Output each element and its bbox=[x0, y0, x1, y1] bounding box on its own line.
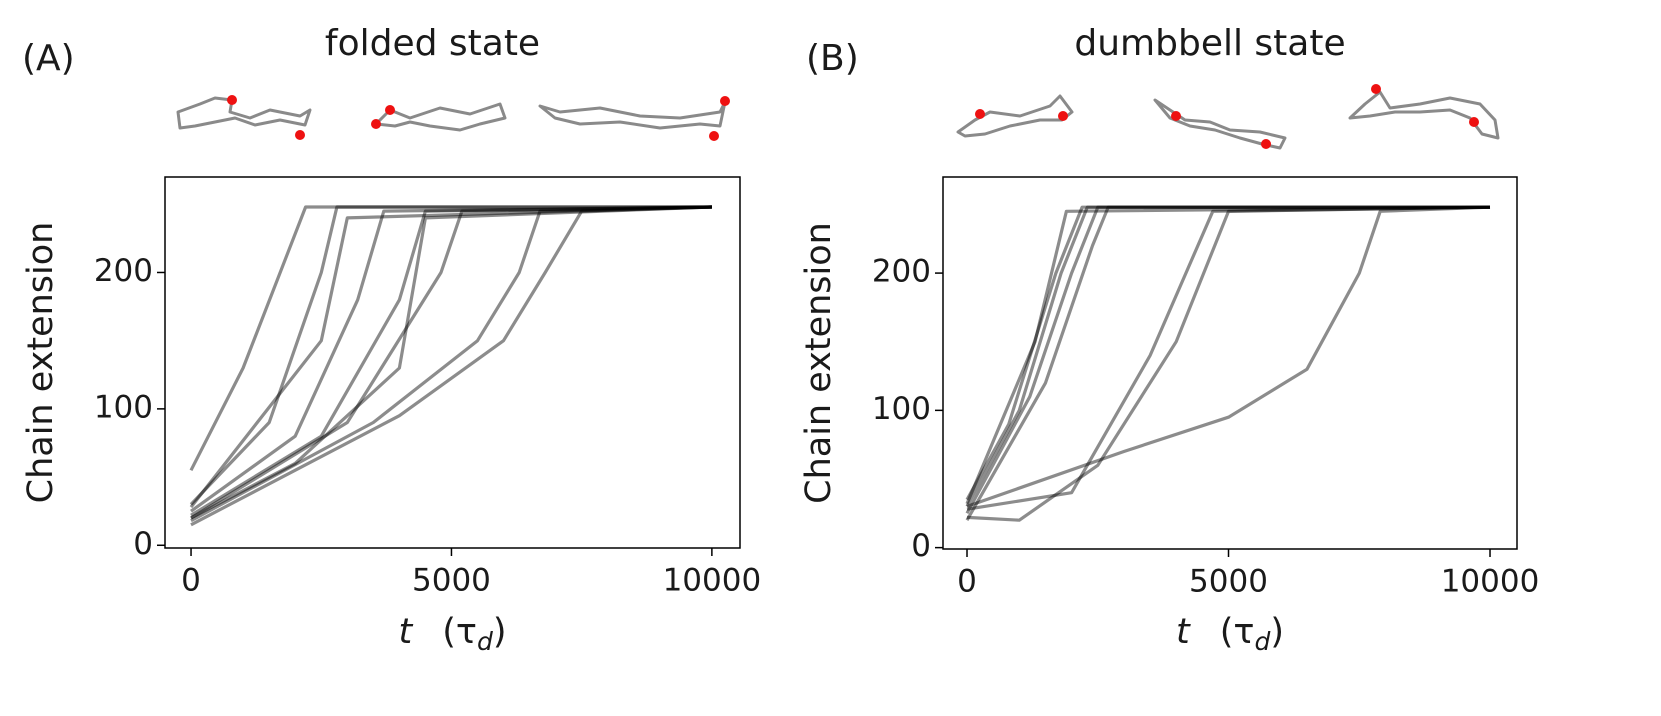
trajectory bbox=[190, 205, 712, 523]
trajectory bbox=[965, 205, 1491, 505]
trajectory bbox=[189, 205, 712, 506]
x-axis-label-part: (τ bbox=[442, 612, 477, 652]
x-axis-label-part: (τ bbox=[1220, 612, 1255, 652]
chain-end bbox=[1171, 111, 1181, 121]
chain-end bbox=[371, 119, 381, 129]
chain-end bbox=[295, 130, 305, 140]
polymer bbox=[1348, 90, 1500, 140]
y-axis-label: Chain extension bbox=[799, 222, 839, 504]
chain-end bbox=[1469, 117, 1479, 127]
polymer bbox=[956, 94, 1074, 138]
chain-end bbox=[1371, 84, 1381, 94]
chain-end bbox=[1261, 139, 1271, 149]
x-axis-label: t (τd) bbox=[399, 612, 507, 656]
plot-area bbox=[965, 205, 1491, 522]
trajectory bbox=[965, 205, 1490, 508]
y-axis-label: Chain extension bbox=[21, 222, 61, 504]
x-tick-label: 5000 bbox=[1189, 564, 1268, 600]
x-axis-label: t (τd) bbox=[1176, 612, 1284, 656]
trajectory bbox=[190, 205, 712, 517]
y-tick-label: 100 bbox=[872, 391, 931, 427]
chain-end bbox=[720, 96, 730, 106]
y-tick-label: 200 bbox=[94, 253, 153, 289]
polymer-sketches bbox=[176, 84, 1500, 150]
x-tick-label: 10000 bbox=[1441, 564, 1540, 600]
y-tick-label: 200 bbox=[872, 254, 931, 290]
x-axis-label-part: ) bbox=[1270, 612, 1284, 652]
chain-end bbox=[385, 105, 395, 115]
trajectory bbox=[190, 205, 712, 520]
polymer bbox=[176, 96, 312, 130]
x-tick-label: 5000 bbox=[412, 563, 491, 599]
x-axis-label-part: t bbox=[399, 612, 414, 652]
x-tick-label: 0 bbox=[181, 563, 201, 599]
plot-area bbox=[189, 205, 712, 527]
trajectory bbox=[190, 205, 712, 513]
axes-frame bbox=[942, 176, 1518, 550]
trajectory bbox=[965, 205, 1490, 515]
polymer bbox=[374, 102, 507, 132]
polymer bbox=[538, 100, 727, 130]
chart-title: dumbbell state bbox=[1074, 23, 1345, 64]
y-tick-label: 0 bbox=[911, 528, 931, 564]
panel-label: (A) bbox=[22, 38, 75, 79]
chain-end bbox=[227, 95, 237, 105]
trajectory bbox=[965, 205, 1490, 501]
trajectory bbox=[190, 205, 712, 527]
polymer bbox=[1153, 98, 1287, 150]
trajectory bbox=[190, 205, 712, 520]
trajectory bbox=[189, 205, 712, 509]
x-axis-label-part: d bbox=[1254, 627, 1270, 656]
x-axis-label-part: d bbox=[477, 627, 493, 656]
chain-end bbox=[709, 131, 719, 141]
axes-frame bbox=[164, 176, 741, 549]
chart-title: folded state bbox=[325, 23, 540, 64]
trajectory bbox=[189, 205, 712, 472]
trajectory bbox=[966, 205, 1491, 522]
panel-label: (B) bbox=[806, 38, 859, 79]
y-tick-label: 0 bbox=[133, 526, 153, 562]
x-tick-label: 10000 bbox=[663, 563, 762, 599]
x-axis-label-part: t bbox=[1176, 612, 1191, 652]
x-axis-label-part: ) bbox=[493, 612, 507, 652]
chain-end bbox=[1058, 111, 1068, 121]
chain-end bbox=[975, 109, 985, 119]
y-tick-label: 100 bbox=[94, 389, 153, 425]
trajectory bbox=[966, 205, 1491, 511]
x-tick-label: 0 bbox=[957, 564, 977, 600]
trajectory bbox=[965, 205, 1490, 521]
trajectory bbox=[966, 205, 1491, 508]
